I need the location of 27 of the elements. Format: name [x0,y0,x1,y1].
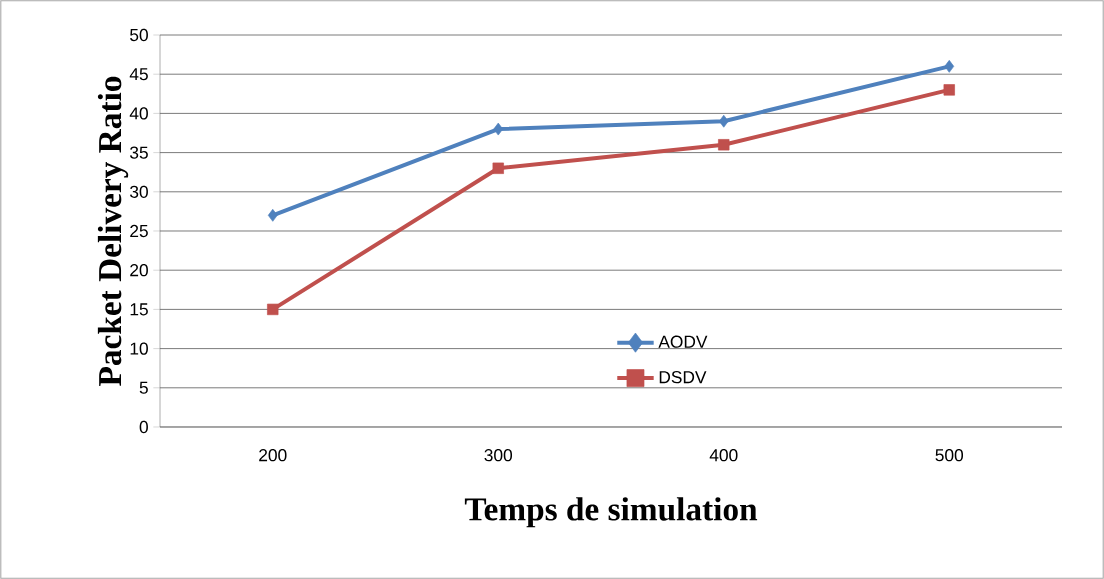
point [493,122,504,136]
y-tick-label: 40 [129,107,148,120]
y-tick-label: 30 [130,185,148,198]
y-tick-label: 35 [130,146,148,159]
x-tick-label: 500 [935,449,964,462]
x-tick-label: 200 [259,449,287,462]
x-tick-label: 400 [709,449,738,462]
legend-label: DSDV [659,371,707,384]
point [718,139,730,151]
point [718,114,729,128]
point [267,208,278,222]
point [943,84,955,96]
y-tick-label: 50 [130,28,148,42]
point [944,60,955,73]
y-axis-title: Packet Delivery Ratio [97,76,129,386]
y-tick-label: 25 [130,224,148,238]
y-tick-label: 20 [130,264,148,277]
point [492,162,504,174]
y-tick-label: 45 [129,68,148,81]
x-tick-label: 300 [484,449,513,462]
x-axis-title: Temps de simulation [464,497,758,528]
y-tick-label: 10 [130,342,148,355]
y-tick-label: 15 [130,303,148,316]
legend-label: AODV [658,335,708,348]
y-tick-label: 5 [139,381,148,394]
y-tick-label: 0 [139,420,148,434]
point [267,303,279,316]
